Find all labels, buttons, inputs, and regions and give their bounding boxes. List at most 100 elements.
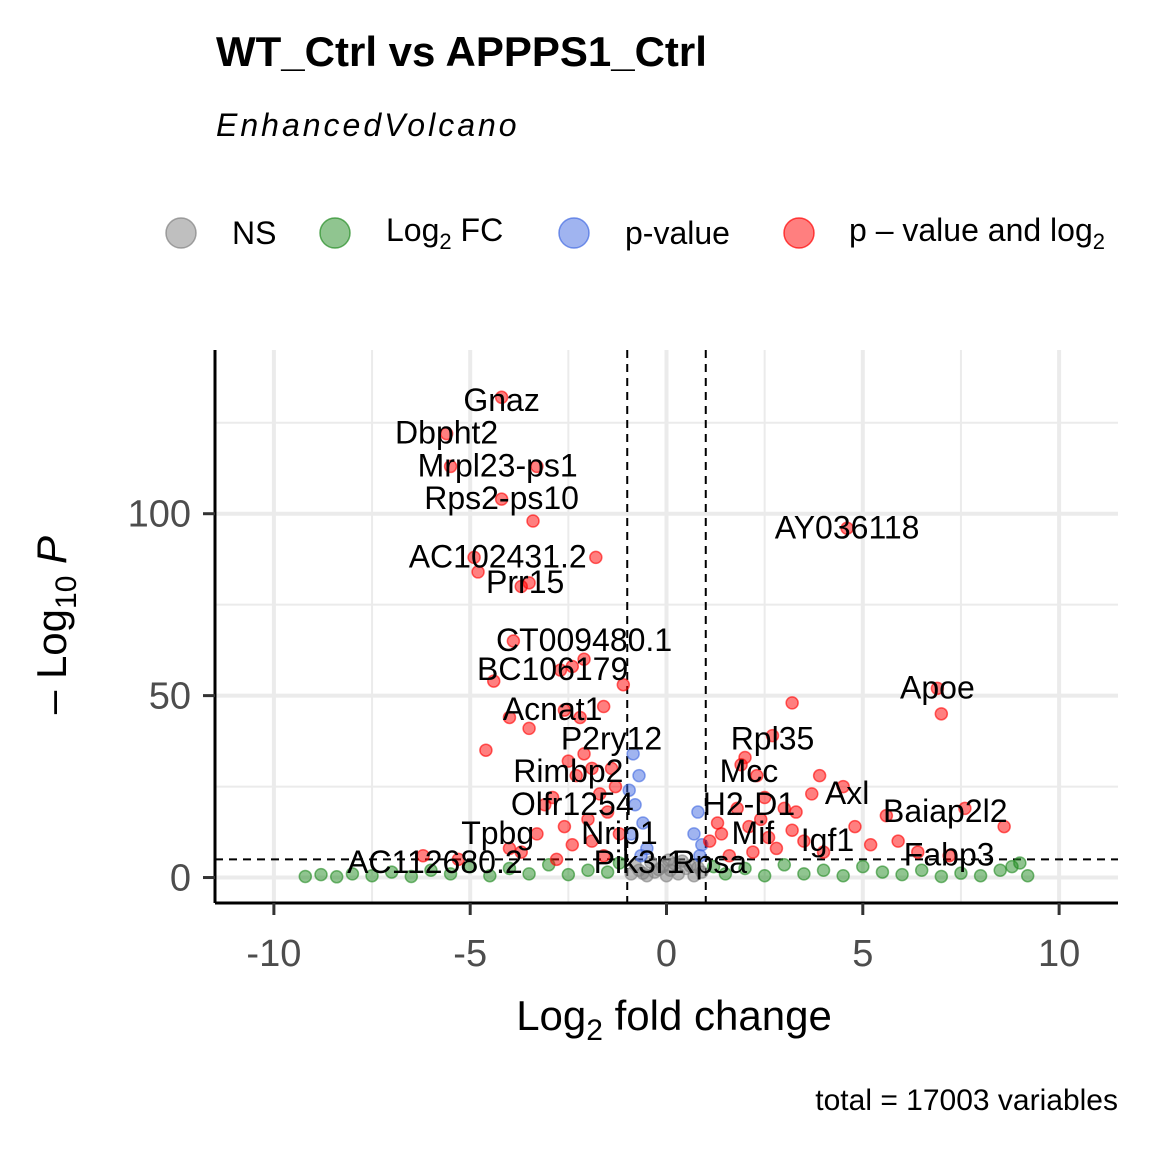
point-both <box>750 768 764 783</box>
point-both <box>549 852 564 867</box>
point-both <box>600 805 615 819</box>
point-both <box>734 758 748 772</box>
y-axis-label: – Log10 P <box>28 536 83 714</box>
point-ns <box>651 862 666 877</box>
point-ns <box>675 854 689 868</box>
legend-key-both <box>783 217 815 249</box>
y-tick-label: 100 <box>128 494 191 536</box>
point-both <box>596 848 611 863</box>
point-fc <box>463 859 477 874</box>
gene-label: Gnaz <box>463 382 539 418</box>
point-p <box>626 747 640 761</box>
point-both <box>785 696 799 710</box>
point-both <box>565 838 580 852</box>
point-fc <box>1020 868 1035 883</box>
gene-label: Igf1 <box>801 822 854 858</box>
point-fc <box>757 868 772 883</box>
point-both <box>836 779 850 794</box>
point-p <box>693 848 707 863</box>
point-fc <box>424 863 438 878</box>
point-both <box>569 768 583 783</box>
point-fc <box>718 867 733 881</box>
legend-key-ns <box>165 217 197 249</box>
point-both <box>439 426 454 441</box>
point-fc <box>600 865 615 879</box>
point-fc <box>443 867 458 881</box>
gene-label: Rps2-ps10 <box>424 480 579 516</box>
gene-label: Rimbp2 <box>513 753 623 789</box>
gene-label: Mif <box>732 815 775 851</box>
legend-entry-both: p – value and log2 <box>783 212 1105 254</box>
point-both <box>502 710 517 725</box>
point-fc <box>797 867 811 881</box>
point-both <box>573 710 587 725</box>
point-fc <box>954 866 968 880</box>
point-both <box>765 728 780 743</box>
point-both <box>526 514 540 528</box>
point-both <box>585 834 599 848</box>
legend-entry-p: p-value <box>558 215 730 251</box>
point-both <box>879 808 894 823</box>
gene-label: H2-D1 <box>703 786 795 822</box>
series-both <box>416 390 1011 867</box>
legend-label-both: p – value and log2 <box>849 212 1105 254</box>
series-ns <box>624 853 709 883</box>
gene-label: Prr15 <box>486 564 564 600</box>
chart-subtitle: EnhancedVolcano <box>216 107 520 143</box>
point-both <box>530 459 544 474</box>
point-both <box>930 681 945 696</box>
legend-label-fc: Log2 FC <box>386 212 503 254</box>
gene-label: AC102431.2 <box>409 538 587 574</box>
gene-label: Rpl35 <box>731 720 815 756</box>
point-fc <box>581 863 595 878</box>
point-fc <box>612 856 627 870</box>
gene-label: Acnat1 <box>503 691 603 727</box>
point-both <box>538 798 552 812</box>
point-both <box>785 823 799 837</box>
point-both <box>742 819 756 834</box>
point-both <box>702 834 717 848</box>
point-both <box>722 848 737 863</box>
point-fc <box>895 867 909 882</box>
point-both <box>891 834 905 848</box>
data-points <box>298 390 1035 884</box>
point-both <box>589 550 603 565</box>
point-p <box>632 768 646 783</box>
point-both <box>816 845 831 859</box>
point-both <box>502 841 517 856</box>
x-tick-label: 0 <box>656 933 677 975</box>
point-both <box>746 845 760 859</box>
point-both <box>494 390 509 405</box>
gene-label: Mrpl23-ps1 <box>418 447 578 483</box>
point-both <box>467 550 481 565</box>
point-both <box>730 801 744 816</box>
legend-label-p: p-value <box>625 215 730 251</box>
point-both <box>911 845 925 859</box>
point-fc <box>914 863 929 878</box>
gene-label: Olfr1254 <box>511 786 634 822</box>
point-fc <box>973 868 988 883</box>
point-p <box>628 798 642 812</box>
point-both <box>789 805 803 819</box>
point-both <box>761 830 776 845</box>
gene-label: Axl <box>825 775 869 811</box>
caption: total = 17003 variables <box>815 1084 1118 1117</box>
legend-entry-fc: Log2 FC <box>319 212 503 254</box>
point-both <box>577 652 591 666</box>
point-fc <box>483 868 497 883</box>
point-both <box>612 827 627 841</box>
point-both <box>557 819 572 834</box>
gene-label: BC106179 <box>477 651 628 687</box>
legend: NS Log2 FC p-value p – value and log2 <box>165 212 1105 254</box>
point-both <box>494 492 509 506</box>
point-both <box>585 761 599 776</box>
legend-entry-ns: NS <box>165 215 276 251</box>
point-fc <box>1013 856 1027 870</box>
point-both <box>443 459 458 474</box>
point-fc <box>345 867 360 881</box>
gene-label: Tpbg <box>461 815 534 851</box>
chart-title: WT_Ctrl vs APPPS1_Ctrl <box>216 28 707 75</box>
point-fc <box>561 867 576 882</box>
